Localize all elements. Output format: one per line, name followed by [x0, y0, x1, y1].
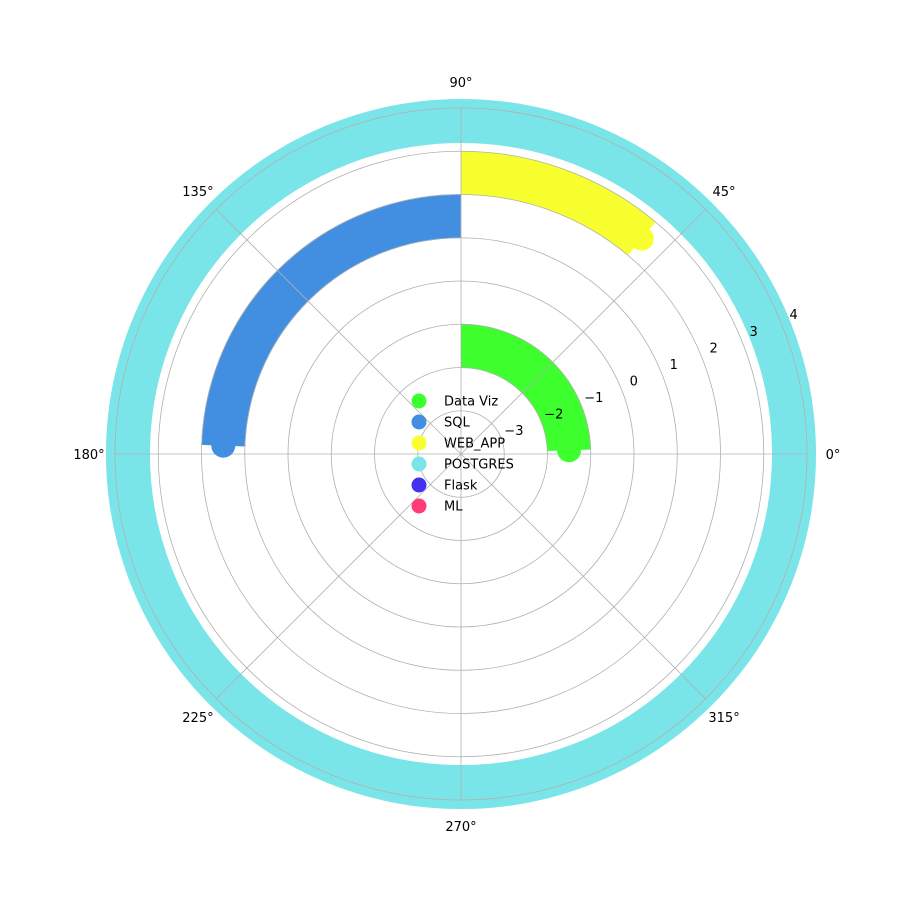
- theta-tick-label: 135°: [182, 185, 213, 200]
- r-tick-label: 2: [710, 341, 718, 356]
- bar-data-viz: [460, 323, 592, 452]
- r-tick-label: −3: [504, 424, 523, 439]
- r-tick-label: 3: [749, 325, 757, 340]
- theta-gridline: [460, 209, 706, 455]
- theta-tick-label: 45°: [713, 185, 736, 200]
- legend-label-web-app: WEB_APP: [444, 437, 505, 452]
- cap-data-viz: [557, 438, 582, 463]
- legend-label-postgres: POSTGRES: [444, 458, 514, 473]
- r-tick-label: 0: [630, 374, 638, 389]
- r-tick-label: −1: [584, 391, 603, 406]
- legend-marker-data-viz: [411, 393, 427, 409]
- legend-label-ml: ML: [444, 500, 463, 515]
- grid-layer: [114, 107, 808, 801]
- legend-marker-postgres: [411, 456, 427, 472]
- legend-marker-ml: [411, 498, 427, 514]
- theta-tick-label: 180°: [73, 448, 104, 463]
- theta-gridline: [216, 453, 462, 699]
- theta-tick-label: 315°: [708, 711, 739, 726]
- r-tick-label: 4: [789, 308, 797, 323]
- theta-tick-label: 90°: [449, 76, 472, 91]
- theta-gridline: [216, 209, 462, 455]
- legend-marker-flask: [411, 477, 427, 493]
- legend-label-sql: SQL: [444, 416, 470, 431]
- cap-sql: [211, 433, 236, 458]
- caps-layer: [211, 226, 654, 463]
- legend-label-data-viz: Data Viz: [444, 395, 498, 410]
- legend-marker-sql: [411, 414, 427, 430]
- theta-gridline: [460, 453, 706, 699]
- legend-label-flask: Flask: [444, 479, 478, 494]
- theta-tick-label: 270°: [445, 820, 476, 835]
- legend-marker-web-app: [411, 435, 427, 451]
- legend: Data Viz SQL WEB_APP POSTGRES Flask ML: [411, 393, 514, 515]
- cap-web-app: [629, 226, 654, 251]
- theta-tick-label: 0°: [826, 448, 841, 463]
- theta-tick-labels: 0° 45° 90° 135° 180° 225° 270° 315°: [73, 76, 840, 835]
- bar-web-app: [460, 150, 656, 256]
- theta-tick-label: 225°: [182, 711, 213, 726]
- bar-sql: [201, 194, 462, 447]
- r-tick-label: −2: [544, 408, 563, 423]
- r-tick-labels: −3 −2 −1 0 1 2 3 4: [504, 308, 797, 439]
- r-tick-label: 1: [670, 358, 678, 373]
